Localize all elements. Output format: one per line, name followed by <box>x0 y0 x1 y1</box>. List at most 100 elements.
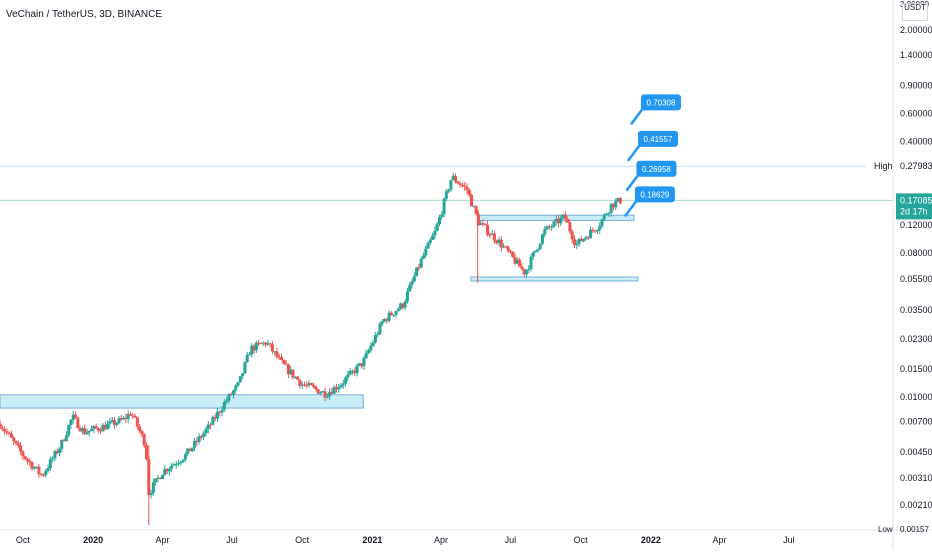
candle-body <box>330 391 334 394</box>
candle-body <box>332 386 336 394</box>
candle-body <box>470 194 474 207</box>
candle-body <box>392 314 396 316</box>
candle-body <box>321 391 325 393</box>
candle-body <box>582 238 586 242</box>
y-tick-label: 0.00310 <box>900 473 932 483</box>
candle-body <box>181 459 185 462</box>
candle-body <box>458 183 462 185</box>
candle-body <box>195 440 199 442</box>
target-callout <box>636 160 677 177</box>
candle-body <box>394 311 398 315</box>
candle-body <box>591 229 595 231</box>
candle-body <box>325 396 329 398</box>
candle-body <box>69 419 73 426</box>
candle-body <box>449 179 453 190</box>
support-resistance-zone <box>0 394 364 409</box>
candle-body <box>524 270 528 275</box>
candle-body <box>502 246 506 248</box>
candle-body <box>124 417 128 419</box>
candle-body <box>177 463 181 465</box>
candle-body <box>41 474 45 476</box>
candle-body <box>550 226 554 228</box>
candle-body <box>476 214 480 226</box>
y-tick-label: 0.90000 <box>900 80 932 90</box>
last-price-label: 0.17085 <box>900 195 932 205</box>
candle-body <box>254 342 258 351</box>
y-tick-label: 0.40000 <box>900 136 932 146</box>
candle-body <box>479 223 483 226</box>
candle-body <box>218 411 222 413</box>
candle-body <box>378 323 382 334</box>
candle-body <box>440 214 444 217</box>
candle-body <box>584 237 588 239</box>
candle-body <box>225 400 229 403</box>
candle-body <box>119 418 123 420</box>
candle-body <box>206 424 210 429</box>
candle-body <box>552 221 556 227</box>
candle-body <box>600 219 604 227</box>
candle-body <box>554 218 558 222</box>
candle-body <box>540 234 544 244</box>
candle-body <box>64 435 68 441</box>
candle-body <box>483 223 487 225</box>
candle-body <box>277 356 281 358</box>
candle-body <box>80 428 84 432</box>
candle-body <box>456 181 460 184</box>
candle-body <box>614 201 618 208</box>
candle-body <box>339 385 343 388</box>
candle-body <box>506 246 510 252</box>
candle-body <box>83 428 87 435</box>
candle-body <box>268 343 272 345</box>
candle-body <box>156 477 160 479</box>
candle-body <box>341 383 345 386</box>
candle-body <box>518 259 522 267</box>
y-tick-label: 0.60000 <box>900 108 932 118</box>
candle-body <box>389 312 393 316</box>
candle-body <box>158 477 162 480</box>
candle-body <box>197 436 201 442</box>
candle-body <box>419 258 423 268</box>
candle-body <box>481 223 485 225</box>
candle-body <box>103 425 107 430</box>
candle-body <box>172 464 176 466</box>
x-tick-label: Oct <box>16 535 31 545</box>
candle-body <box>289 369 293 375</box>
candle-body <box>154 478 158 483</box>
candle-body <box>593 230 597 232</box>
candle-body <box>44 470 48 476</box>
candle-body <box>589 229 593 239</box>
candle-body <box>266 343 270 345</box>
candle-body <box>190 447 194 452</box>
candle-body <box>337 387 341 390</box>
candle-body <box>437 216 441 225</box>
target-label: 0.18629 <box>640 190 669 199</box>
candle-body <box>403 301 407 308</box>
target-callout <box>634 186 675 203</box>
target-label: 0.70308 <box>647 98 676 107</box>
x-tick-label: Jul <box>783 535 795 545</box>
y-tick-label: 0.08000 <box>900 248 932 258</box>
candle-body <box>421 255 425 259</box>
y-tick-label: 0.00450 <box>900 447 932 457</box>
candle-body <box>410 281 414 285</box>
candle-body <box>257 342 261 344</box>
candle-body <box>529 256 533 269</box>
candle-body <box>126 414 130 419</box>
currency-label[interactable]: USDT <box>902 3 928 21</box>
candle-body <box>302 384 306 386</box>
candle-body <box>282 359 286 365</box>
candle-body <box>227 394 231 401</box>
candle-body <box>293 376 297 378</box>
candle-body <box>380 321 384 324</box>
candle-body <box>598 226 602 231</box>
y-tick-label: 0.00700 <box>900 417 932 427</box>
candle-body <box>417 267 421 269</box>
candle-body <box>39 473 43 475</box>
candle-body <box>472 206 476 208</box>
candle-body <box>474 206 478 215</box>
candle-body <box>520 266 524 269</box>
candle-body <box>538 243 542 249</box>
candle-body <box>19 445 23 452</box>
